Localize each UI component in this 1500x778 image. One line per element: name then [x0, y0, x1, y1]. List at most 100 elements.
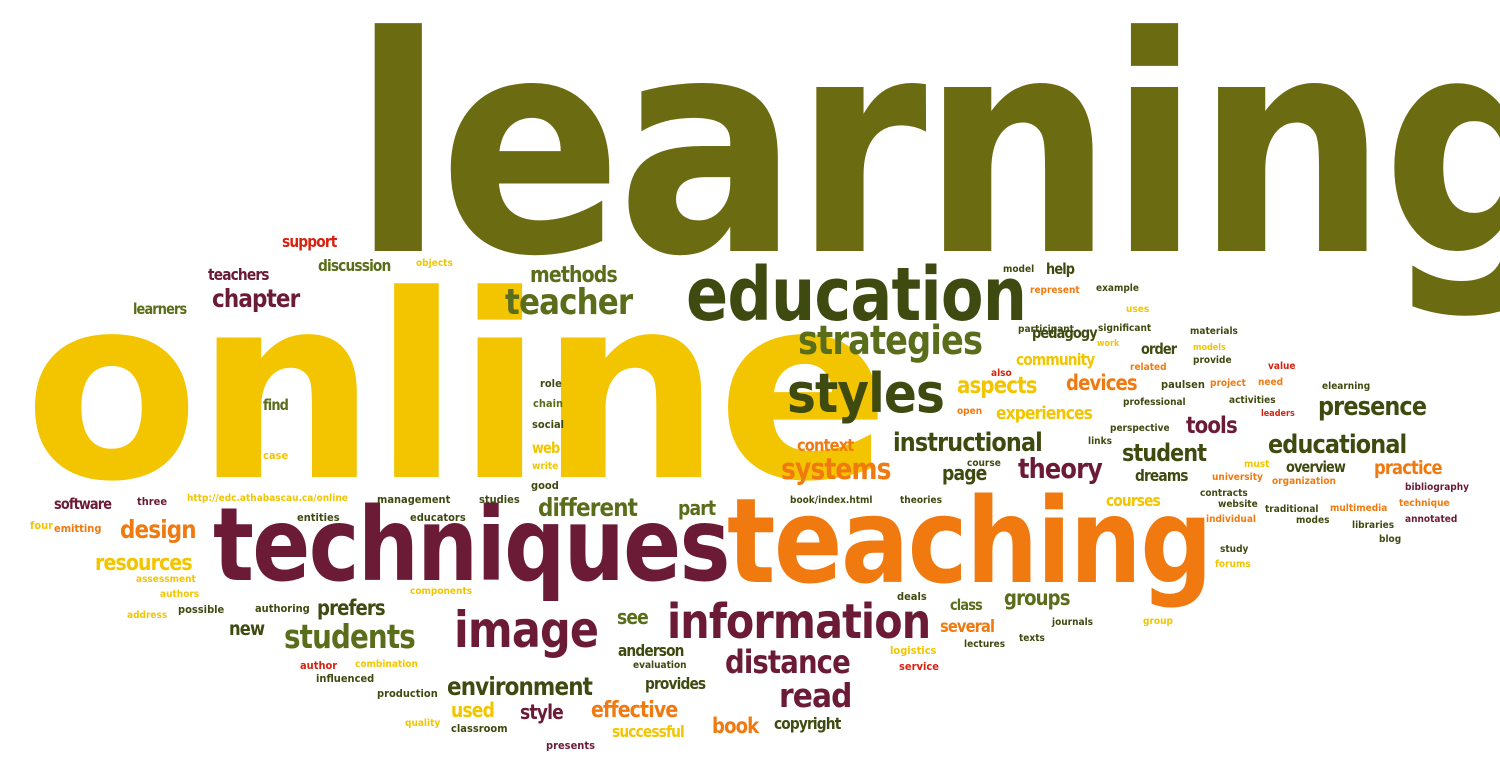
word-strategies: strategies [798, 318, 983, 364]
word-dreams: dreams [1135, 466, 1188, 485]
word-image: image [454, 601, 599, 659]
word-different: different [538, 493, 638, 522]
word-techniques: techniques [213, 486, 731, 605]
word-models: models [1193, 343, 1226, 353]
word-forums: forums [1215, 559, 1251, 570]
word-need: need [1258, 377, 1284, 388]
word-links: links [1088, 436, 1112, 447]
word-materials: materials [1190, 326, 1238, 337]
word-classroom: classroom [451, 722, 508, 735]
word-libraries: libraries [1352, 520, 1395, 531]
word-modes: modes [1296, 515, 1330, 526]
word-work: work [1097, 339, 1120, 349]
word-evaluation: evaluation [633, 660, 687, 671]
word-combination: combination [355, 659, 418, 670]
word-must: must [1244, 459, 1270, 470]
word-educational: educational [1268, 430, 1407, 460]
word-bibliography: bibliography [1405, 482, 1469, 493]
word-possible: possible [178, 603, 225, 616]
word-aspects: aspects [957, 373, 1037, 399]
word-production: production [377, 687, 438, 700]
word-three: three [137, 495, 168, 508]
word-educators: educators [410, 511, 466, 524]
word-discussion: discussion [318, 256, 391, 275]
word-components: components [410, 586, 473, 597]
word-related: related [1130, 362, 1167, 373]
word-information: information [667, 594, 931, 650]
word-several: several [940, 617, 995, 637]
word-teaching: teaching [727, 472, 1213, 610]
word-pedagogy: pedagogy [1032, 324, 1098, 342]
word-successful: successful [612, 722, 685, 741]
word-order: order [1141, 340, 1177, 358]
word-annotated: annotated [1405, 514, 1458, 525]
word-represent: represent [1030, 285, 1080, 296]
word-courses: courses [1106, 491, 1161, 510]
word-chapter: chapter [212, 284, 300, 313]
word-part: part [678, 496, 716, 520]
word-individual: individual [1206, 514, 1256, 525]
word-group: group [1143, 616, 1173, 627]
word-role: role [540, 377, 562, 390]
word-chain: chain [533, 397, 564, 410]
word-address: address [127, 610, 168, 621]
word-software: software [54, 495, 112, 513]
word-read: read [779, 676, 852, 715]
word-studies: studies [479, 493, 520, 506]
word-also: also [991, 368, 1012, 379]
word-author: author [300, 659, 338, 672]
word-course: course [967, 458, 1001, 469]
word-web: web [532, 439, 560, 457]
word-influenced: influenced [316, 672, 375, 685]
word-uses: uses [1126, 304, 1150, 315]
word-quality: quality [405, 718, 441, 729]
word-effective: effective [591, 698, 678, 723]
word-texts: texts [1019, 633, 1045, 644]
word-service: service [899, 660, 939, 673]
word-help: help [1046, 260, 1075, 278]
word-teacher: teacher [505, 282, 633, 323]
word-teachers: teachers [208, 265, 269, 284]
word-distance: distance [725, 643, 851, 681]
word-learners: learners [133, 300, 187, 318]
word-website: website [1218, 499, 1258, 510]
word-university: university [1212, 472, 1263, 483]
word-design: design [120, 515, 197, 544]
word-multimedia: multimedia [1330, 503, 1388, 514]
word-authoring: authoring [255, 602, 310, 615]
word-open: open [957, 406, 983, 417]
word-case: case [263, 449, 289, 462]
word-organization: organization [1272, 476, 1336, 487]
word-new: new [229, 618, 265, 640]
word-students: students [284, 617, 416, 656]
word-devices: devices [1066, 371, 1138, 395]
word-participant: participant [1018, 324, 1074, 335]
word-paulsen: paulsen [1161, 378, 1205, 391]
word-http-edc-athabascau-ca-online: http://edc.athabascau.ca/online [187, 493, 348, 504]
word-emitting: emitting [54, 522, 102, 535]
word-social: social [532, 418, 565, 431]
word-support: support [282, 232, 337, 251]
word-journals: journals [1052, 617, 1094, 628]
word-book: book [712, 714, 759, 738]
word-online: online [24, 241, 890, 538]
word-logistics: logistics [890, 644, 937, 657]
word-practice: practice [1374, 457, 1443, 479]
word-write: write [532, 461, 559, 472]
word-resources: resources [95, 551, 193, 576]
word-assessment: assessment [136, 574, 196, 585]
word-find: find [263, 396, 289, 414]
word-experiences: experiences [996, 403, 1093, 424]
word-page: page [942, 461, 987, 485]
word-provides: provides [645, 674, 706, 693]
word-technique: technique [1399, 498, 1450, 509]
word-significant: significant [1098, 323, 1152, 334]
word-theory: theory [1018, 452, 1103, 485]
word-tools: tools [1186, 413, 1238, 439]
word-see: see [617, 605, 649, 629]
word-model: model [1003, 264, 1035, 275]
word-style: style [520, 700, 564, 724]
word-perspective: perspective [1110, 423, 1170, 434]
word-groups: groups [1004, 586, 1070, 610]
